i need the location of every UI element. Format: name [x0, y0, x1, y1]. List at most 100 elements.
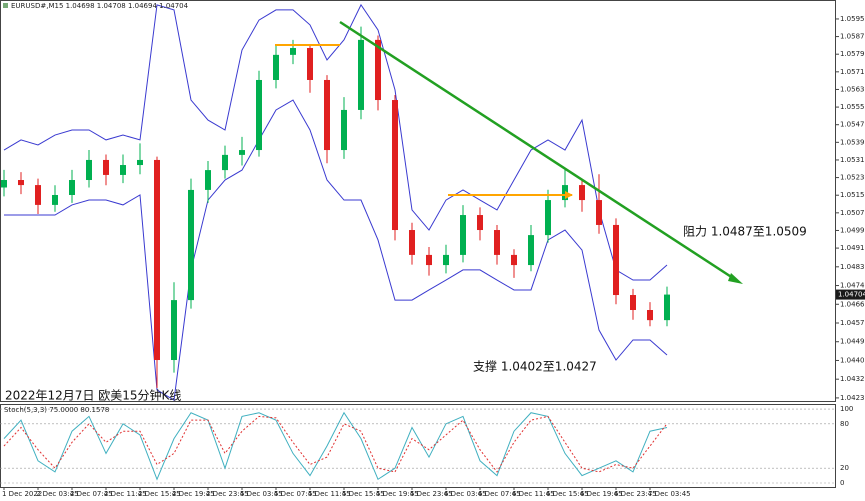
y-tick-label: 1.04660 — [840, 300, 865, 308]
x-tick-label: 6 Dec 23:45 — [614, 490, 657, 498]
arrow-head — [728, 273, 743, 284]
candle-body — [103, 159, 109, 175]
candle-body — [256, 79, 262, 151]
x-tick-label: 1 Dec 2022 — [2, 490, 42, 498]
y-tick-label: 1.05795 — [840, 50, 865, 58]
annotation: 支撑 1.0402至1.0427 — [473, 359, 597, 374]
x-tick-label: 5 Dec 19:45 — [376, 490, 419, 498]
candle-body — [545, 200, 551, 236]
candle-body — [375, 39, 381, 101]
candle-body — [137, 159, 143, 166]
bollinger-band — [3, 3, 668, 281]
arrow-head — [565, 191, 573, 199]
candle-body — [528, 235, 534, 266]
y-tick-label: 1.05395 — [840, 138, 865, 146]
x-tick-label: 7 Dec 03:45 — [648, 490, 691, 498]
x-tick-label: 2 Dec 03:45 — [36, 490, 79, 498]
y-tick-label: 1.05635 — [840, 85, 865, 93]
current-price-label: 1.04704 — [838, 291, 865, 299]
stoch-panel — [0, 404, 836, 488]
candle-body — [579, 185, 585, 201]
x-tick-label: 2 Dec 07:45 — [70, 490, 113, 498]
y-tick-label: 100 — [840, 405, 853, 413]
y-tick-label: 1.04995 — [840, 226, 865, 234]
candle-body — [69, 180, 75, 195]
candle-body — [18, 180, 24, 186]
x-tick-label: 6 Dec 19:45 — [580, 490, 623, 498]
candle-body — [239, 150, 245, 155]
stoch-line — [3, 411, 668, 481]
candle-body — [35, 185, 41, 205]
annotation: 2022年12月7日 欧美15分钟K线 — [5, 388, 181, 403]
candle-body — [52, 194, 58, 205]
y-tick-label: 1.0449 — [840, 338, 865, 346]
candle-body — [477, 215, 483, 231]
y-tick-label: 1.05875 — [840, 33, 865, 41]
x-tick-label: 5 Dec 03:45 — [240, 490, 283, 498]
y-tick-label: 1.05155 — [840, 191, 865, 199]
candle-body — [120, 165, 126, 175]
y-tick-label: 1.04575 — [840, 319, 865, 327]
x-tick-label: 2 Dec 15:45 — [138, 490, 181, 498]
candle-body — [358, 39, 364, 110]
annotation-lines — [275, 20, 743, 284]
y-tick-label: 1.04235 — [840, 394, 865, 402]
candle-body — [86, 159, 92, 181]
candle-body — [596, 200, 602, 225]
y-tick-label: 0 — [840, 479, 844, 487]
candle-body — [273, 54, 279, 80]
candle-body — [341, 109, 347, 151]
y-tick-label: 1.05955 — [840, 15, 865, 23]
x-tick-label: 5 Dec 23:45 — [410, 490, 453, 498]
candle-body — [154, 159, 160, 361]
y-tick-label: 1.04830 — [840, 263, 865, 271]
candle-body — [426, 254, 432, 266]
candle-body — [613, 224, 619, 296]
x-tick-label: 6 Dec 15:45 — [546, 490, 589, 498]
bollinger-band — [4, 99, 668, 401]
candle-body — [188, 189, 194, 301]
candle-body — [511, 254, 517, 266]
candle-body — [1, 180, 7, 188]
candle-body — [664, 294, 670, 321]
y-tick-label: 1.05075 — [840, 209, 865, 217]
y-tick-label: 1.05715 — [840, 68, 865, 76]
y-tick-label: 1.05555 — [840, 103, 865, 111]
y-tick-label: 1.05235 — [840, 174, 865, 182]
y-tick-label: 80 — [840, 420, 849, 428]
candle-body — [392, 100, 398, 231]
y-tick-label: 1.0432 — [840, 375, 865, 383]
candle-body — [290, 48, 296, 55]
y-tick-label: 1.05475 — [840, 121, 865, 129]
candle-body — [222, 154, 228, 171]
candle-body — [324, 79, 330, 151]
candle-body — [460, 215, 466, 255]
x-tick-label: 2 Dec 23:45 — [206, 490, 249, 498]
candle-body — [409, 230, 415, 255]
stoch-line — [3, 415, 668, 473]
indicator-title: Stoch(5,3,3) 75.0000 80.1578 — [4, 406, 109, 414]
x-tick-label: 2 Dec 19:45 — [172, 490, 215, 498]
y-tick-label: 20 — [840, 464, 849, 472]
candle-body — [494, 230, 500, 255]
y-tick-label: 1.04405 — [840, 356, 865, 364]
candle-body — [205, 170, 211, 190]
x-tick-label: 5 Dec 07:45 — [274, 490, 317, 498]
current-price-box — [836, 289, 865, 300]
y-tick-label: 1.05315 — [840, 156, 865, 164]
x-tick-label: 5 Dec 15:45 — [342, 490, 385, 498]
candle-body — [630, 295, 636, 311]
candle-body — [307, 48, 313, 80]
trend-line — [339, 20, 737, 282]
chart-title: EURUSD#,M15 1.04698 1.04708 1.04694 1.04… — [11, 2, 189, 10]
price-panel — [0, 0, 836, 402]
symbol-icon — [3, 3, 8, 8]
x-tick-label: 5 Dec 11:45 — [308, 490, 351, 498]
candle-body — [647, 310, 653, 321]
candle-body — [443, 254, 449, 266]
candle-body — [171, 300, 177, 361]
y-tick-label: 1.04745 — [840, 282, 865, 290]
x-tick-label: 6 Dec 11:45 — [512, 490, 555, 498]
stoch-plot — [0, 408, 835, 484]
